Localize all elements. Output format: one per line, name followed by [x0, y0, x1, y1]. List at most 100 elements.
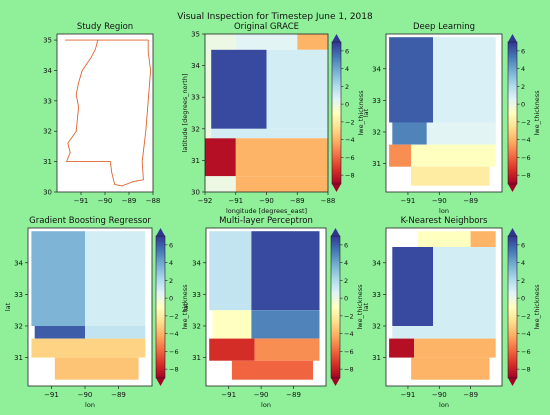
colorbar: −8 −6 −4 −2 0 2 4 6 lwe_thickness	[330, 228, 364, 386]
colorbar-frame	[155, 235, 166, 379]
y-tick-label: 31	[43, 158, 52, 166]
heatmap-cell	[205, 138, 236, 177]
heatmap-cell	[389, 37, 433, 123]
plot-area	[64, 39, 152, 187]
heatmap-cell	[392, 247, 434, 326]
heatmap-cell	[211, 49, 267, 129]
colorbar-tick-label: 4	[521, 259, 525, 267]
panels: Study Region−91 −90 −89 −88303132333435Orig…	[4, 22, 541, 409]
colorbar-tick-label: −8	[521, 366, 531, 374]
plot-area	[389, 37, 496, 186]
y-tick-label: 31	[191, 157, 200, 165]
colorbar: −8 −6 −4 −2 0 2 4 6 lwe_thickness	[155, 228, 189, 386]
colorbar-label: lwe_thickness	[533, 284, 541, 330]
y-tick-label: 32	[191, 125, 200, 133]
colorbar-label: lwe_thickness	[533, 90, 541, 136]
x-tick-label: −89	[122, 197, 137, 205]
y-tick-label: 34	[14, 259, 23, 267]
colorbar-tick-label: 0	[521, 101, 525, 109]
x-tick-label: −91	[221, 391, 236, 399]
y-tick-label: 32	[372, 322, 381, 330]
colorbar-gradient	[156, 236, 165, 378]
panel-2: Original GRACE −92 −91 −90 −89 −88 30 31 32 33 34 3…	[181, 22, 365, 215]
panel-1: Study Region −91 −90 −89 −88 30 31 32 33 34 35	[43, 22, 160, 205]
x-tick-label: −89	[463, 391, 478, 399]
y-tick-label: 31	[372, 160, 381, 168]
colorbar-gradient	[331, 236, 340, 378]
y-tick-label: 35	[43, 37, 52, 45]
y-tick-label: 34	[372, 65, 381, 73]
y-axis-label: lat	[362, 302, 370, 311]
x-axis-label: lon	[85, 401, 95, 409]
y-tick-label: 33	[372, 291, 381, 299]
colorbar-tick-label: 4	[169, 259, 173, 267]
x-tick-label: −91	[44, 391, 59, 399]
colorbar: −8 −6 −4 −2 0 2 4 6 lwe_thickness	[507, 34, 541, 192]
x-tick-label: −90	[432, 197, 447, 205]
heatmap-cell	[212, 310, 252, 339]
heatmap-cell	[205, 34, 236, 50]
x-tick-label: −91	[74, 197, 89, 205]
colorbar-tick-label: 2	[344, 277, 348, 285]
x-tick-label: −89	[111, 391, 126, 399]
colorbar-extend-min	[331, 378, 340, 386]
y-tick-label: 33	[192, 291, 201, 299]
panel-6: K-Nearest Neighbors −91 −90 −89 31 32 33 34 lon l…	[362, 216, 541, 409]
y-tick-label: 35	[191, 31, 200, 39]
colorbar-tick-label: 4	[345, 65, 349, 73]
y-axis-label: lat	[182, 302, 190, 311]
colorbar-tick-label: −4	[344, 330, 354, 338]
heatmap-cell	[433, 37, 496, 123]
panel-title: Multi-layer Perceptron	[219, 216, 313, 226]
heatmap-cell	[411, 166, 490, 186]
colorbar-tick-label: −4	[345, 136, 355, 144]
heatmap-cell	[31, 338, 146, 358]
colorbar-tick-label: 6	[345, 47, 349, 55]
plot-area	[209, 231, 320, 380]
colorbar-tick-label: 4	[521, 65, 525, 73]
axes-frame	[205, 227, 327, 387]
y-tick-label: 32	[192, 322, 201, 330]
colorbar-tick-label: 6	[521, 241, 525, 249]
heatmap-cell	[392, 326, 496, 339]
x-axis-label: lon	[439, 207, 449, 215]
y-tick-label: 33	[372, 97, 381, 105]
heatmap-cell	[254, 338, 320, 361]
colorbar-extend-max	[331, 228, 340, 236]
plot-area	[389, 231, 496, 380]
y-tick-label: 32	[14, 322, 23, 330]
plot-area	[31, 231, 146, 380]
y-tick-label: 34	[192, 259, 201, 267]
study-region-outline	[64, 39, 152, 187]
colorbar-tick-label: −2	[169, 312, 179, 320]
colorbar-tick-label: 0	[345, 101, 349, 109]
colorbar-tick-label: −4	[521, 330, 531, 338]
panel-title: Original GRACE	[234, 22, 299, 32]
colorbar-tick-label: −2	[344, 312, 354, 320]
heatmap-cell	[231, 360, 313, 380]
colorbar-extend-min	[508, 378, 517, 386]
colorbar-tick-label: −8	[521, 172, 531, 180]
y-tick-label: 32	[372, 128, 381, 136]
colorbar-label: lwe_thickness	[181, 284, 189, 330]
x-tick-label: −90	[98, 197, 113, 205]
x-tick-label: −92	[198, 197, 213, 205]
panel-title: K-Nearest Neighbors	[401, 216, 488, 226]
x-tick-label: −88	[146, 197, 161, 205]
colorbar-extend-min	[332, 184, 341, 192]
colorbar-tick-label: −6	[344, 348, 354, 356]
axes-frame	[385, 33, 503, 193]
colorbar-tick-label: −4	[521, 136, 531, 144]
heatmap-cell	[251, 310, 320, 339]
y-tick-label: 31	[372, 354, 381, 362]
y-axis-label: lat	[362, 108, 370, 117]
heatmap-cell	[209, 231, 252, 311]
axes-frame	[385, 227, 503, 387]
heatmap-cell	[34, 326, 85, 339]
heatmap-cell	[85, 231, 146, 326]
colorbar-tick-label: −6	[169, 348, 179, 356]
y-axis-label: lat	[4, 302, 12, 311]
colorbar-label: lwe_thickness	[356, 284, 364, 330]
y-tick-label: 34	[372, 259, 381, 267]
colorbar-tick-label: 6	[169, 241, 173, 249]
